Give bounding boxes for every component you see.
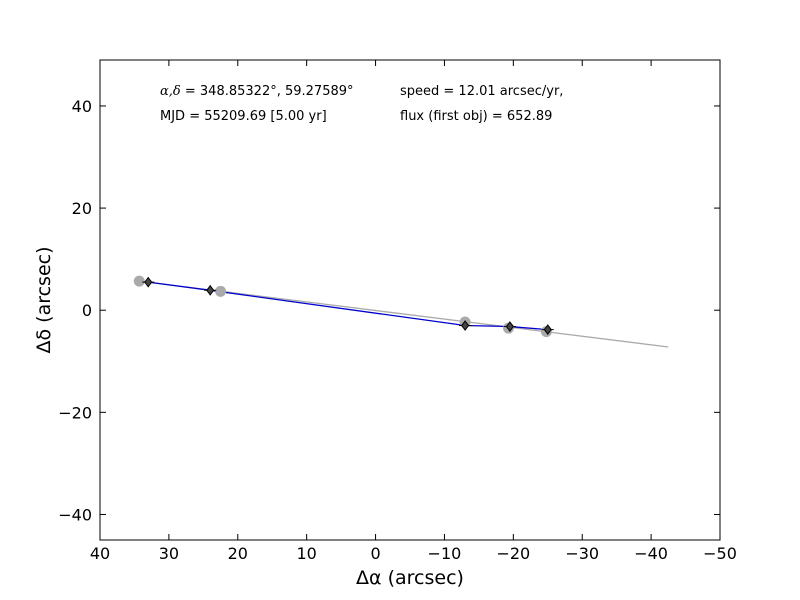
x-tick-label: −40 xyxy=(634,544,668,563)
x-tick-label: −10 xyxy=(428,544,462,563)
x-tick-label: 30 xyxy=(159,544,179,563)
diamond-point xyxy=(204,284,217,296)
diamond-point xyxy=(541,324,554,335)
y-tick-label: 0 xyxy=(82,301,92,320)
annotation-speed: speed = 12.01 arcsec/yr, xyxy=(400,84,563,99)
diamond-marker xyxy=(460,320,470,331)
diamond-marker xyxy=(505,321,515,332)
annotation-mjd: MJD = 55209.69 [5.00 yr] xyxy=(160,109,327,124)
x-tick-label: 10 xyxy=(296,544,316,563)
y-tick-label: 40 xyxy=(72,97,92,116)
diamond-point xyxy=(503,321,516,332)
x-axis-label: Δα (arcsec) xyxy=(356,567,464,589)
diamond-marker xyxy=(206,284,215,296)
diamond-point xyxy=(142,276,155,288)
plot-frame xyxy=(99,59,721,541)
x-tick-label: 20 xyxy=(228,544,248,563)
diamond-marker xyxy=(543,324,552,335)
diamond-marker xyxy=(144,276,153,288)
annotation-flux: flux (first obj) = 652.89 xyxy=(400,109,552,124)
diamond-point xyxy=(459,320,472,331)
y-tick-label: −20 xyxy=(58,403,92,422)
y-tick-label: −40 xyxy=(58,505,92,524)
annotation-coords-values: = 348.85322°, 59.27589° xyxy=(185,84,354,99)
x-tick-label: 40 xyxy=(90,544,110,563)
x-tick-label: −20 xyxy=(496,544,530,563)
tick-layer: 40 30 20 10 0 −10 −20 −30 −40 −50 40 20 0 −20 −40 xyxy=(58,60,737,563)
gray-circle-point xyxy=(133,275,145,287)
annotation-coords-symbol: α,δ xyxy=(160,84,181,99)
gray-circle-point xyxy=(215,285,227,297)
x-tick-label: −30 xyxy=(565,544,599,563)
plot-layer xyxy=(133,275,669,348)
x-tick-label: −50 xyxy=(703,544,737,563)
y-tick-label: 20 xyxy=(72,199,92,218)
x-tick-label: 0 xyxy=(370,544,380,563)
y-axis-label: Δδ (arcsec) xyxy=(33,246,55,353)
annotation-coords: α,δ = 348.85322°, 59.27589° xyxy=(160,84,354,99)
